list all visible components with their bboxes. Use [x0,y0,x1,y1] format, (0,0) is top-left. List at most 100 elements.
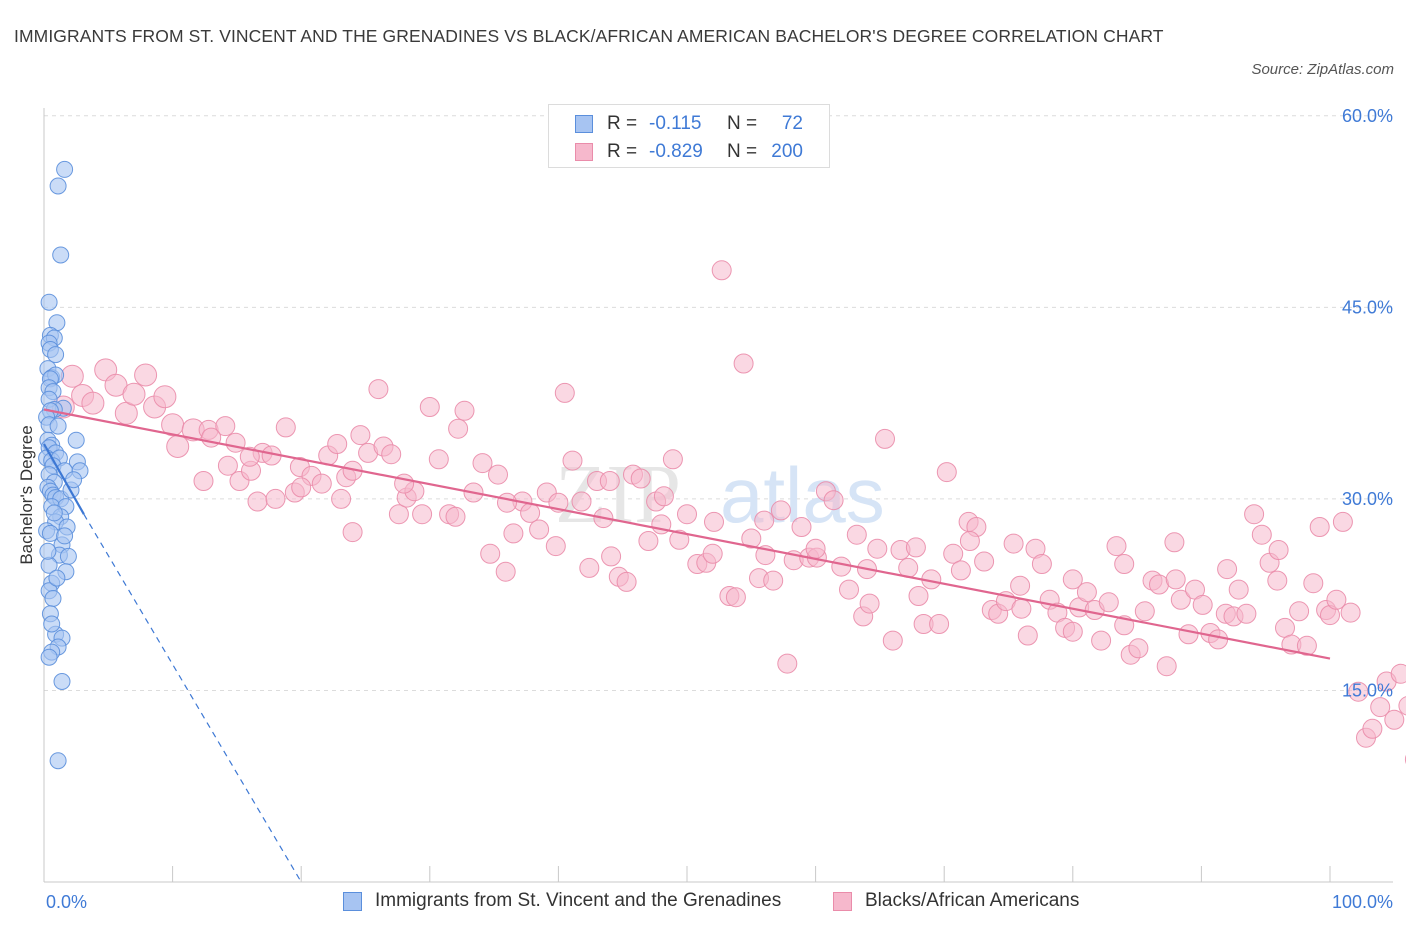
data-point [215,416,236,437]
data-point [247,491,268,512]
source-label: Source: ZipAtlas.com [1251,61,1394,78]
data-point [40,648,58,666]
trend-line-st-vincent-extrapolated [83,513,302,883]
data-point [1156,656,1177,677]
data-point [704,511,724,532]
data-point [908,586,929,606]
data-point [1268,540,1289,560]
data-point [65,471,83,489]
data-point [39,542,57,560]
data-point [1164,532,1185,553]
data-point [48,569,66,587]
data-point [1149,574,1169,595]
y-tick-label-15: 15.0% [1342,680,1393,700]
data-point [368,379,389,400]
grid-lines [44,115,1393,691]
data-point [579,557,600,578]
y-tick-label-45: 45.0% [1342,297,1393,317]
data-point [831,556,852,577]
bottom-legend-label: Blacks/African Americans [865,890,1080,911]
correlation-legend: R = -0.115 N = 72 R = -0.829 N = 200 [548,104,830,168]
data-point [311,473,332,494]
data-point [669,529,690,550]
data-point [445,506,466,527]
data-point [1031,554,1052,574]
data-point [630,468,651,489]
data-point [1010,575,1031,596]
data-point [1178,624,1199,645]
data-point [601,546,622,567]
bottom-legend-swatch-blue [343,892,362,911]
data-point [1017,625,1038,646]
data-point [763,570,784,591]
data-point [677,504,697,525]
data-point [1251,524,1272,545]
data-point [153,385,177,409]
data-point [52,246,70,264]
x-tick-label-max: 100.0% [1332,892,1393,912]
data-point [1398,696,1406,716]
data-point [905,537,926,558]
data-point [1348,681,1369,702]
data-point [1309,517,1330,537]
data-point [239,446,260,467]
axes [43,108,1393,883]
legend-n-value: 200 [771,141,803,162]
data-point [331,488,352,509]
data-point [1003,533,1024,554]
data-point [1296,635,1317,656]
bottom-legend-swatch-pink [833,892,852,911]
data-point [1332,511,1353,532]
data-point [49,752,67,770]
data-point [1208,629,1229,650]
series-st-vincent-points [38,160,89,770]
data-point [327,434,348,454]
chart-title: IMMIGRANTS FROM ST. VINCENT AND THE GREN… [14,26,1164,46]
data-point [166,435,190,458]
data-point [1098,592,1119,613]
data-point [1217,559,1238,580]
data-point [448,418,469,439]
data-point [488,464,508,485]
data-point [60,364,84,388]
data-point [1370,697,1391,718]
data-point [805,538,826,559]
trend-line-black-african-american [43,408,1331,660]
data-point [1114,554,1135,574]
bottom-legend-label: Immigrants from St. Vincent and the Gren… [375,890,782,911]
legend-r-label: R = [607,141,638,162]
legend-n-value: 72 [781,113,803,134]
data-point [49,177,67,195]
trend-line-st-vincent [43,443,85,515]
data-point [711,260,732,281]
data-point [193,471,214,491]
data-point [497,492,517,513]
legend-n-label: N = [727,113,758,134]
legend-r-label: R = [607,113,638,134]
data-point [342,522,363,543]
legend-swatch-blue [575,115,593,133]
data-point [741,528,762,549]
data-point [503,523,524,544]
data-point [428,449,449,470]
y-tick-labels: 15.0% 30.0% 45.0% 60.0% [1342,106,1393,701]
data-point [616,571,637,592]
data-point [419,397,440,417]
data-point [875,428,895,449]
data-point [275,417,296,438]
data-point [49,417,67,435]
data-point [56,160,74,178]
data-point [40,293,58,311]
data-point [1340,602,1361,623]
data-point [1128,638,1149,659]
data-point [662,449,683,470]
data-point [1289,601,1310,622]
data-point [43,615,61,633]
data-point [562,450,583,471]
data-point [791,517,812,537]
data-point [754,510,775,531]
data-point [1165,569,1186,590]
x-tick-label-min: 0.0% [46,892,87,912]
data-point [495,561,516,582]
data-point [134,363,158,387]
